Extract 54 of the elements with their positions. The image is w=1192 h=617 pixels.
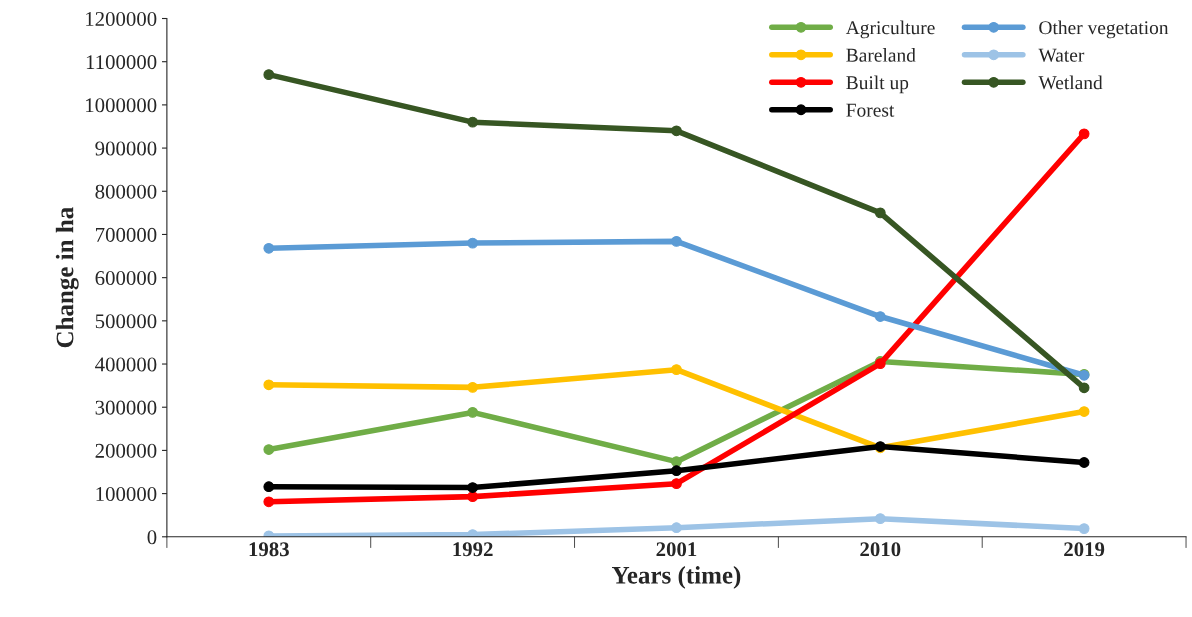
point (874, 311, 886, 322)
y-tick-label: 1100000 (86, 55, 157, 70)
point (671, 522, 682, 534)
legend-label: Agriculture (845, 20, 935, 39)
point (1078, 523, 1090, 534)
y-tick-label: 400000 (95, 357, 157, 372)
legend-label: Other vegetation (1039, 20, 1169, 39)
y-tick-label: 900000 (95, 141, 157, 156)
point (263, 444, 275, 455)
point (467, 482, 479, 493)
x-axis-title: Years (time) (612, 566, 741, 589)
point (1078, 457, 1090, 468)
point (1078, 382, 1090, 394)
x-tick-label: 2010 (860, 542, 901, 557)
point (1078, 128, 1090, 140)
y-tick-label: 1000000 (86, 98, 157, 113)
y-tick-label: 600000 (95, 271, 157, 286)
legend-label: Water (1038, 48, 1085, 62)
point (467, 491, 479, 502)
point (671, 465, 682, 477)
point (467, 407, 479, 418)
point (671, 235, 682, 247)
point (671, 364, 682, 376)
y-tick-label: 0 (147, 530, 157, 545)
point (671, 456, 682, 468)
point (671, 125, 682, 137)
point (874, 513, 886, 525)
point (671, 478, 682, 490)
point (263, 496, 275, 508)
point (874, 207, 886, 219)
y-tick-label: 100000 (96, 486, 157, 502)
legend-label: Forest (846, 103, 895, 117)
x-tick-label: 2019 (1064, 542, 1105, 557)
x-tick-label: 1992 (453, 542, 493, 557)
point (263, 379, 275, 391)
y-tick-label: 300000 (95, 400, 157, 415)
y-tick-label: 200000 (95, 443, 157, 458)
point (467, 116, 479, 128)
point (263, 242, 275, 254)
y-tick-label: 700000 (96, 227, 157, 242)
y-axis-title: Change in ha (55, 207, 79, 348)
legend-label: Wetland (1038, 75, 1103, 90)
legend-label: Built up (846, 75, 909, 94)
y-tick-label: 1200000 (86, 11, 157, 26)
y-tick-label: 500000 (95, 314, 157, 329)
x-tick-label: 2001 (656, 542, 697, 557)
point (467, 381, 479, 393)
legend-label: Bareland (846, 48, 916, 62)
y-tick-label: 800000 (95, 184, 157, 199)
x-tick-label: 1983 (249, 542, 289, 557)
point (467, 237, 479, 249)
point (1078, 406, 1090, 417)
point (263, 481, 275, 493)
point (263, 69, 275, 81)
